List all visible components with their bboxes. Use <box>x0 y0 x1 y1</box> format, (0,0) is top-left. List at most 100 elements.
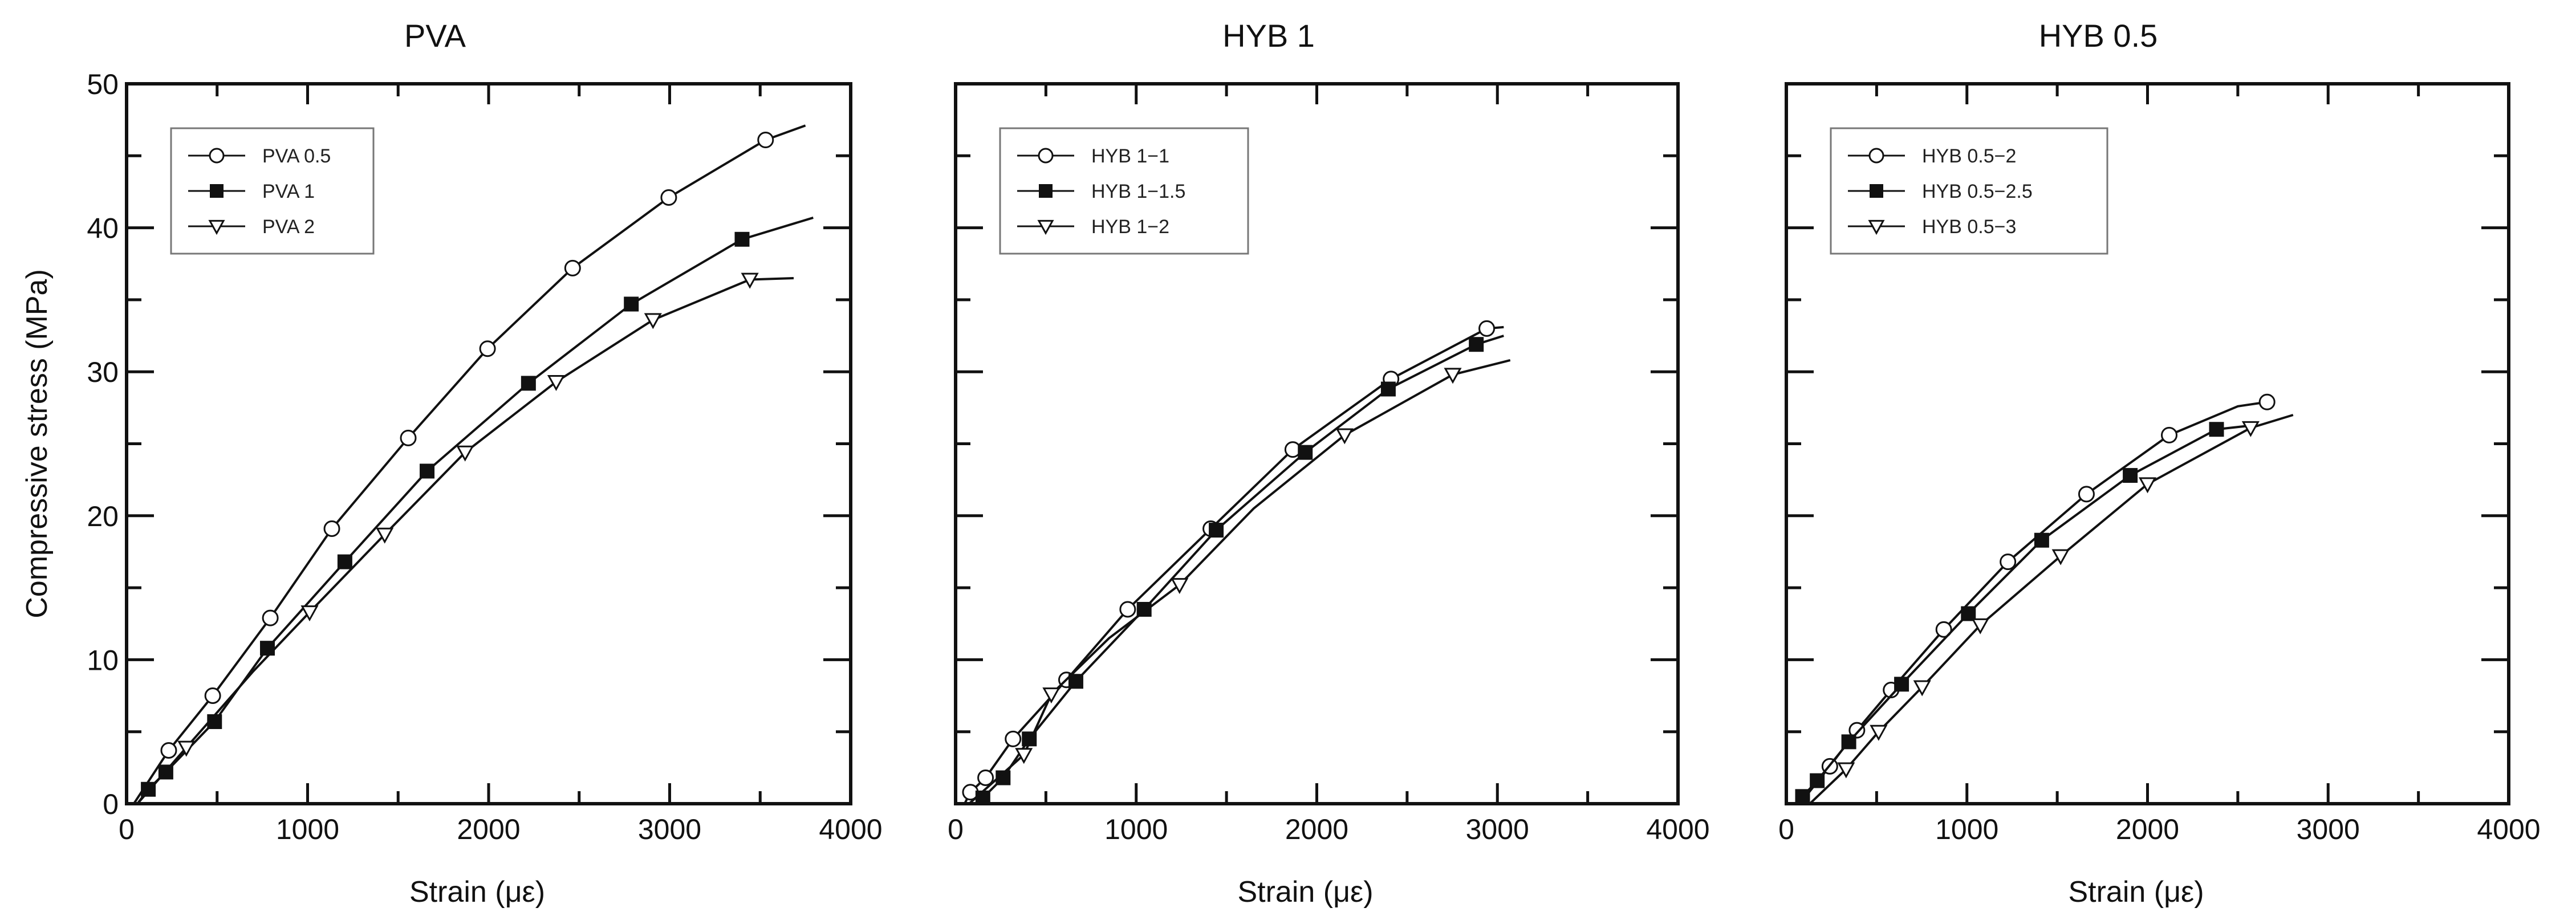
x-tick-label: 2000 <box>1285 813 1348 845</box>
x-axis-title: Strain (με) <box>1237 876 1373 909</box>
data-point-triangle <box>300 605 319 622</box>
legend: HYB 1−1 HYB 1−1.5 HYB 1−2 <box>999 127 1249 255</box>
data-point-square <box>2034 532 2049 548</box>
series-hyb-0-5-2-5 <box>1795 422 2256 805</box>
panel-pva: PVA 0 1000 2000 3000 4000 0 10 20 30 40 50 Strain (μ… <box>21 18 883 909</box>
data-point-circle <box>400 429 417 446</box>
data-point-triangle <box>1913 680 1931 697</box>
data-point-square <box>734 231 750 247</box>
legend-marker-square <box>1039 184 1053 198</box>
legend-marker-square <box>210 184 224 198</box>
data-point-square <box>1841 734 1856 750</box>
data-point-triangle <box>177 740 196 757</box>
series-hyb-0-5-2 <box>1799 393 2276 805</box>
data-point-triangle <box>1015 748 1033 764</box>
data-point-circle <box>479 340 496 357</box>
data-point-square <box>1209 523 1224 538</box>
legend-marker-circle <box>1038 148 1054 164</box>
data-point-square <box>1894 677 1909 692</box>
legend-marker-triangle <box>1868 219 1885 235</box>
legend-box <box>999 127 1249 255</box>
x-tick-label: 2000 <box>2116 813 2179 845</box>
series-line <box>964 325 1504 804</box>
series-pva-1 <box>136 217 814 805</box>
data-point-square <box>2123 468 2138 483</box>
y-tick-label: 10 <box>87 644 119 676</box>
x-axis-title: Strain (με) <box>409 876 545 909</box>
data-point-circle <box>977 770 994 787</box>
data-point-triangle <box>1837 762 1855 779</box>
series-line <box>968 359 1511 805</box>
data-point-circle <box>2258 393 2276 410</box>
x-tick-label: 0 <box>119 813 135 845</box>
data-point-triangle <box>741 272 759 289</box>
legend-marker-triangle <box>208 219 225 235</box>
x-tick-label: 1000 <box>1935 813 1998 845</box>
data-point-triangle <box>2138 477 2157 494</box>
data-point-circle <box>204 687 221 705</box>
panel-hyb-0-5: HYB 0.5 0 1000 2000 3000 4000 Strain (με) HYB 0… <box>1778 18 2541 909</box>
data-point-square <box>260 641 275 656</box>
chart-title: HYB 0.5 <box>2039 18 2158 54</box>
legend-marker-circle <box>209 148 225 164</box>
series-line <box>136 277 794 805</box>
data-point-circle <box>1119 601 1136 618</box>
data-point-circle <box>2078 486 2095 503</box>
y-tick-label: 40 <box>87 213 119 245</box>
data-point-circle <box>2000 553 2017 571</box>
x-tick-label: 4000 <box>2477 813 2540 845</box>
data-point-square <box>1810 773 1825 788</box>
series-hyb-1-1-5 <box>974 335 1504 805</box>
plot-frame <box>954 82 1680 805</box>
series-hyb-1-2 <box>968 359 1511 805</box>
data-point-circle <box>1478 320 1496 337</box>
y-axis-title: Compressive stress (MPa) <box>21 269 54 618</box>
data-point-square <box>337 554 352 569</box>
chart-title: HYB 1 <box>1222 18 1315 54</box>
data-point-square <box>420 463 435 479</box>
data-point-triangle <box>2241 421 2260 437</box>
data-point-triangle <box>1335 428 1354 445</box>
data-point-square <box>521 376 536 391</box>
series-line <box>136 217 814 805</box>
x-tick-label: 4000 <box>1646 813 1709 845</box>
data-point-triangle <box>376 527 394 544</box>
legend-label: PVA 0.5 <box>262 145 331 167</box>
plot-frame <box>125 82 852 805</box>
x-tick-label: 0 <box>1778 813 1794 845</box>
panel-hyb-1: HYB 1 0 1000 2000 3000 4000 Strain (με) HYB 1−1… <box>948 18 1710 909</box>
data-point-circle <box>1005 730 1022 747</box>
legend-label: HYB 0.5−2 <box>1922 145 2016 167</box>
chart-title: PVA <box>404 18 466 54</box>
data-point-square <box>2209 422 2224 437</box>
legend-marker-triangle <box>1037 219 1054 235</box>
legend-label: HYB 0.5−2.5 <box>1922 181 2033 202</box>
x-axis-title: Strain (με) <box>2068 876 2204 909</box>
series-hyb-0-5-3 <box>1809 414 2294 805</box>
series-pva-2 <box>136 272 794 805</box>
x-tick-label: 0 <box>948 813 964 845</box>
data-point-square <box>1795 789 1810 804</box>
y-tick-label: 20 <box>87 500 119 532</box>
data-point-circle <box>1935 621 1952 638</box>
data-point-triangle <box>547 374 565 391</box>
data-point-circle <box>323 520 340 538</box>
legend-label: HYB 1−1.5 <box>1091 181 1185 202</box>
data-point-circle <box>660 189 677 206</box>
data-point-triangle <box>1444 368 1462 384</box>
series-line <box>974 335 1504 805</box>
legend-marker-square <box>1870 184 1883 198</box>
x-tick-label: 4000 <box>819 813 882 845</box>
x-tick-label: 1000 <box>1104 813 1168 845</box>
series-hyb-1-1 <box>962 320 1504 804</box>
data-point-triangle <box>456 445 474 462</box>
legend: PVA 0.5 PVA 1 PVA 2 <box>170 127 375 255</box>
data-point-circle <box>564 259 581 276</box>
y-tick-label: 50 <box>87 68 119 100</box>
legend-marker-circle <box>1868 148 1884 164</box>
series-line <box>1799 401 2268 805</box>
data-point-triangle <box>1870 724 1888 741</box>
series-pva-0-5 <box>133 124 806 805</box>
x-tick-label: 3000 <box>638 813 701 845</box>
